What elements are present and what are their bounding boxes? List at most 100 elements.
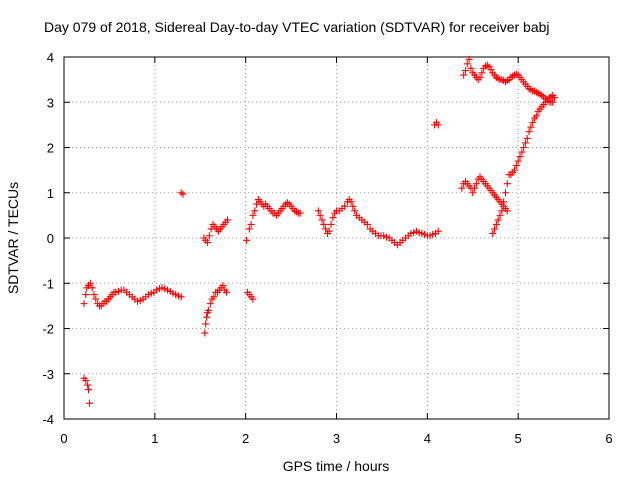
data-point bbox=[247, 220, 255, 228]
data-point bbox=[251, 207, 259, 215]
y-tick-label: 4 bbox=[47, 50, 54, 65]
y-tick-label: 3 bbox=[47, 95, 54, 110]
data-point bbox=[434, 227, 442, 235]
data-point bbox=[523, 134, 531, 142]
data-point bbox=[496, 211, 504, 219]
data-point bbox=[494, 75, 502, 83]
data-point bbox=[204, 239, 212, 247]
data-point bbox=[341, 202, 349, 210]
data-point bbox=[85, 386, 93, 394]
data-point bbox=[204, 306, 212, 314]
data-point bbox=[551, 94, 558, 102]
data-point bbox=[434, 121, 442, 129]
data-point bbox=[512, 162, 520, 170]
y-tick-label: 1 bbox=[47, 186, 54, 201]
data-point bbox=[85, 399, 93, 407]
data-point bbox=[500, 198, 508, 206]
data-point bbox=[549, 98, 557, 106]
data-point bbox=[503, 180, 511, 188]
y-tick-label: -3 bbox=[42, 367, 54, 382]
data-point bbox=[525, 128, 533, 136]
data-point bbox=[327, 220, 335, 228]
data-point bbox=[92, 295, 100, 303]
data-point bbox=[82, 291, 90, 299]
data-point bbox=[363, 220, 371, 228]
data-point bbox=[223, 288, 231, 296]
data-point bbox=[314, 207, 322, 215]
data-point bbox=[491, 225, 499, 233]
data-point bbox=[80, 300, 88, 308]
data-point bbox=[498, 207, 506, 215]
data-point bbox=[318, 216, 326, 224]
data-point bbox=[177, 189, 185, 197]
data-point bbox=[512, 70, 520, 78]
data-point bbox=[483, 61, 491, 69]
x-tick-label: 3 bbox=[333, 431, 340, 446]
data-point bbox=[351, 207, 359, 215]
data-point bbox=[219, 282, 227, 290]
x-tick-label: 5 bbox=[515, 431, 522, 446]
data-point bbox=[179, 190, 187, 198]
data-point bbox=[463, 60, 471, 68]
x-axis-label: GPS time / hours bbox=[283, 458, 390, 474]
y-tick-label: -2 bbox=[42, 322, 54, 337]
data-point bbox=[349, 202, 357, 210]
data-point bbox=[245, 225, 253, 233]
data-point bbox=[489, 229, 497, 237]
data-point bbox=[243, 236, 251, 244]
x-tick-label: 4 bbox=[424, 431, 431, 446]
data-point bbox=[90, 291, 98, 299]
data-point bbox=[503, 77, 511, 85]
data-point bbox=[322, 225, 330, 233]
data-point bbox=[461, 67, 469, 75]
data-point bbox=[509, 72, 517, 80]
data-point bbox=[469, 189, 477, 197]
data-point bbox=[501, 189, 509, 197]
data-point bbox=[465, 55, 473, 63]
data-point bbox=[514, 157, 522, 165]
data-point bbox=[325, 227, 333, 235]
data-point bbox=[84, 381, 92, 389]
grid bbox=[64, 57, 609, 419]
data-point bbox=[202, 320, 210, 328]
data-point bbox=[458, 184, 466, 192]
data-point bbox=[347, 198, 355, 206]
x-tick-label: 2 bbox=[242, 431, 249, 446]
data-point bbox=[316, 211, 324, 219]
data-point bbox=[224, 216, 231, 224]
data-point bbox=[249, 295, 257, 303]
data-point bbox=[492, 220, 500, 228]
data-point bbox=[471, 184, 479, 192]
data-point bbox=[177, 293, 185, 301]
data-point bbox=[516, 153, 524, 161]
x-tick-label: 1 bbox=[151, 431, 158, 446]
data-point bbox=[520, 144, 528, 151]
data-point bbox=[249, 211, 257, 219]
y-axis-label: SDTVAR / TECUs bbox=[5, 182, 21, 294]
y-tick-label: 0 bbox=[47, 231, 54, 246]
data-point bbox=[518, 148, 526, 156]
data-point bbox=[329, 214, 337, 222]
data-point bbox=[494, 216, 502, 224]
data-point bbox=[320, 220, 328, 228]
x-tick-label: 0 bbox=[60, 431, 67, 446]
data-point bbox=[529, 119, 537, 127]
y-tick-label: -1 bbox=[42, 276, 54, 291]
data-point bbox=[201, 329, 209, 337]
chart-title: Day 079 of 2018, Sidereal Day-to-day VTE… bbox=[44, 19, 550, 35]
data-point bbox=[521, 139, 529, 147]
data-point bbox=[467, 64, 475, 72]
data-point bbox=[476, 73, 484, 81]
axis-ticks: 0 1 2 3 4 5 6 -4 -3 -2 -1 0 1 2 3 4 bbox=[42, 50, 612, 446]
data-point bbox=[86, 279, 94, 287]
data-point bbox=[210, 293, 218, 301]
y-tick-label: 2 bbox=[47, 141, 54, 156]
x-tick-label: 6 bbox=[605, 431, 612, 446]
data-point bbox=[283, 199, 291, 207]
data-point bbox=[205, 232, 213, 240]
data-points bbox=[80, 55, 558, 407]
data-point bbox=[472, 180, 480, 188]
data-point bbox=[511, 166, 519, 174]
data-point bbox=[296, 209, 304, 217]
